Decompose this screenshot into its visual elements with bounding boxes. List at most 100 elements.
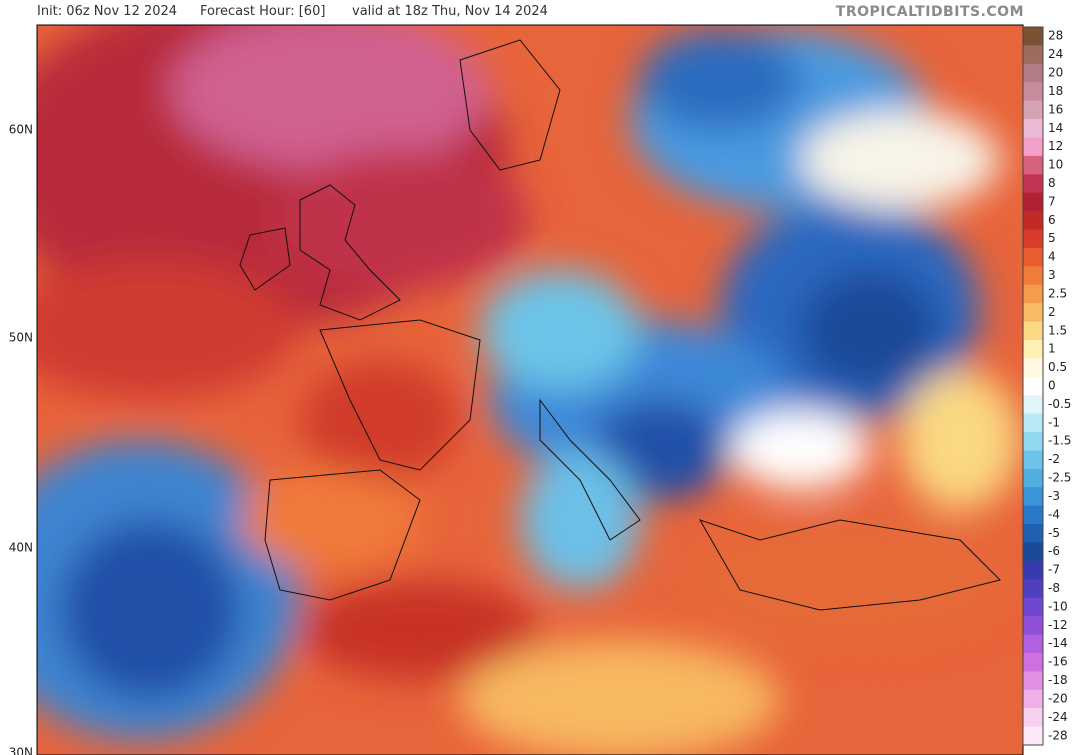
- colorbar-swatch: [1023, 376, 1043, 396]
- cold-blob: [480, 270, 640, 390]
- field-blobs: [37, 25, 1020, 755]
- colorbar-label: 4: [1048, 250, 1056, 264]
- colorbar-frame: [1022, 26, 1044, 746]
- lat-label: 30N: [9, 746, 33, 755]
- coastline: [319, 319, 481, 471]
- colorbar-swatch: [1023, 395, 1043, 415]
- colorbar-label: 18: [1048, 84, 1063, 98]
- colorbar-label: 14: [1048, 121, 1063, 135]
- colorbar-label: 0: [1048, 379, 1056, 393]
- coastline: [239, 227, 291, 291]
- colorbar-label: -1: [1048, 415, 1060, 429]
- colorbar-label: -28: [1048, 728, 1068, 742]
- colorbar-swatch: [1023, 468, 1043, 488]
- colorbar: 28 24 20 18 16 14 12 10 8 7 6 5 4 3 2.5 2 1.5 1 0.5 0 -0.5 -1…: [1022, 26, 1071, 746]
- neutral-blob: [800, 110, 1000, 210]
- colorbar-swatch: [1023, 689, 1043, 709]
- colorbar-swatch: [1023, 579, 1043, 599]
- colorbar-label: 28: [1048, 29, 1063, 43]
- colorbar-label: -2.5: [1048, 471, 1071, 485]
- colorbar-label: -18: [1048, 673, 1068, 687]
- warm-blob: [460, 640, 780, 755]
- warm-blob: [270, 150, 530, 290]
- colorbar-swatch: [1023, 432, 1043, 451]
- colorbar-label: 10: [1048, 158, 1063, 172]
- colorbar-label: -8: [1048, 581, 1060, 595]
- colorbar-label: -3: [1048, 489, 1060, 503]
- colorbar-swatch: [1023, 339, 1043, 359]
- warm-blob: [170, 25, 490, 170]
- colorbar-label: -24: [1048, 710, 1068, 724]
- colorbar-label: -7: [1048, 563, 1060, 577]
- colorbar-label: 7: [1048, 194, 1056, 208]
- cold-blob: [640, 30, 800, 130]
- init-text: Init: 06z Nov 12 2024: [37, 4, 178, 19]
- lat-label: 40N: [9, 541, 33, 555]
- colorbar-swatch: [1023, 671, 1043, 691]
- colorbar-swatch: [1023, 45, 1043, 65]
- temperature-field: [37, 25, 1023, 755]
- coastline: [264, 469, 421, 601]
- colorbar-label: 2: [1048, 305, 1056, 319]
- colorbar-swatch: [1023, 27, 1043, 46]
- colorbar-swatch: [1023, 413, 1043, 433]
- colorbar-label: 0.5: [1048, 360, 1067, 374]
- cold-blob: [60, 520, 240, 700]
- valid-time: valid at 18z Thu, Nov 14 2024: [352, 4, 548, 19]
- colorbar-swatch: [1023, 119, 1043, 138]
- colorbar-swatch: [1023, 560, 1043, 580]
- colorbar-swatch: [1023, 708, 1043, 728]
- colorbar-label: 6: [1048, 213, 1056, 227]
- colorbar-swatch: [1023, 229, 1043, 249]
- colorbar-swatch: [1023, 652, 1043, 672]
- coastlines: [239, 39, 1001, 611]
- colorbar-label: -10: [1048, 599, 1068, 613]
- colorbar-swatch: [1023, 524, 1043, 543]
- colorbar-swatch: [1023, 303, 1043, 323]
- colorbar-label: 24: [1048, 47, 1063, 61]
- colorbar-label: -6: [1048, 544, 1060, 558]
- colorbar-label: -20: [1048, 691, 1068, 705]
- colorbar-label: 3: [1048, 268, 1056, 282]
- colorbar-swatch: [1023, 137, 1043, 157]
- cold-blob: [800, 270, 940, 390]
- warm-blob: [690, 520, 1010, 640]
- neutral-blob: [900, 370, 1020, 510]
- colorbar-label: 1.5: [1048, 323, 1067, 337]
- colorbar-swatch: [1023, 284, 1043, 304]
- colorbar-label: 1: [1048, 342, 1056, 356]
- colorbar-swatch: [1023, 321, 1043, 341]
- coastline: [299, 184, 401, 321]
- site-name: TROPICALTIDBITS.COM: [835, 4, 1024, 20]
- colorbar-swatch: [1023, 505, 1043, 525]
- colorbar-swatch: [1023, 542, 1043, 562]
- colorbar-swatch: [1023, 634, 1043, 654]
- colorbar-label: -1.5: [1048, 434, 1071, 448]
- colorbar-label: 5: [1048, 231, 1056, 245]
- cold-blob: [520, 450, 640, 590]
- colorbar-swatch: [1023, 155, 1043, 175]
- colorbar-swatch: [1023, 616, 1043, 636]
- colorbar-swatch: [1023, 211, 1043, 231]
- coastline: [459, 39, 561, 171]
- colorbar-label: -16: [1048, 655, 1068, 669]
- colorbar-swatch: [1023, 82, 1043, 102]
- colorbar-swatch: [1023, 63, 1043, 83]
- colorbar-swatch: [1023, 100, 1043, 120]
- colorbar-label: -2: [1048, 452, 1060, 466]
- forecast-hour: Forecast Hour: [60]: [200, 4, 326, 19]
- colorbar-swatch: [1023, 266, 1043, 286]
- colorbar-swatch: [1023, 450, 1043, 470]
- lat-label: 50N: [9, 331, 33, 345]
- colorbar-label: 2.5: [1048, 286, 1067, 300]
- colorbar-label: -0.5: [1048, 397, 1071, 411]
- warm-blob: [300, 360, 460, 480]
- colorbar-label: 20: [1048, 66, 1063, 80]
- colorbar-label: 8: [1048, 176, 1056, 190]
- lat-label: 60N: [9, 123, 33, 137]
- colorbar-label: 12: [1048, 139, 1063, 153]
- colorbar-label: -5: [1048, 526, 1060, 540]
- neutral-blob: [730, 410, 870, 490]
- colorbar-swatch: [1023, 174, 1043, 194]
